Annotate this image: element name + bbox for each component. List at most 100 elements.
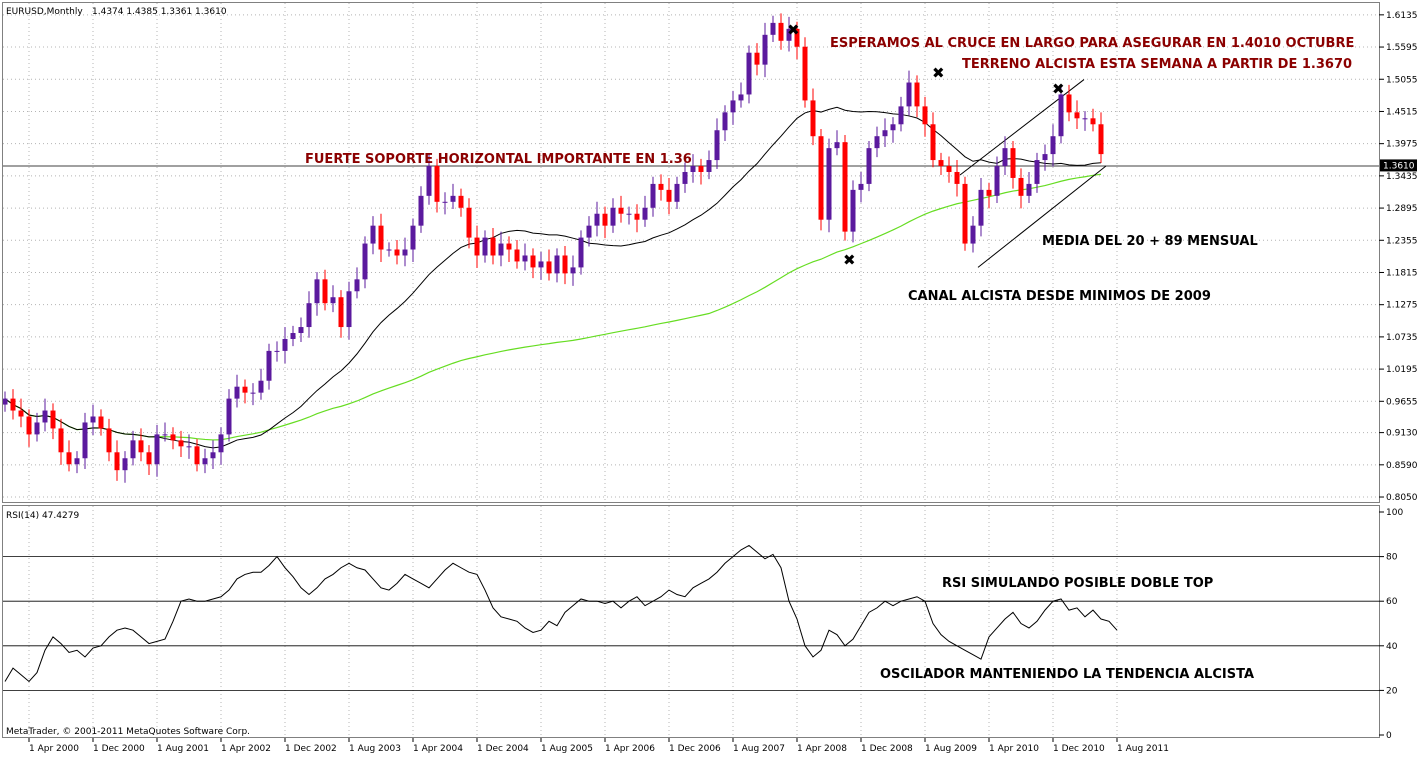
candle <box>322 269 328 311</box>
candle <box>170 427 176 450</box>
candle <box>762 22 768 78</box>
candle <box>898 96 904 132</box>
candle-body <box>314 279 320 304</box>
candle <box>138 428 144 462</box>
candle <box>298 317 304 342</box>
price-tick-label: 1.2895 <box>1386 204 1418 214</box>
candle-body <box>378 225 384 250</box>
candle-body <box>770 22 776 35</box>
candle <box>250 383 256 406</box>
candle <box>378 213 384 263</box>
candles <box>2 13 1104 483</box>
time-tick-label: 1 Aug 2007 <box>733 744 785 754</box>
rsi-tick-label: 60 <box>1386 597 1398 607</box>
candle-body <box>210 452 216 459</box>
candle <box>370 216 376 255</box>
candle <box>866 140 872 192</box>
current-price-tag <box>1380 159 1417 172</box>
candle-body <box>874 136 880 149</box>
time-tick-label: 1 Dec 2006 <box>669 744 721 754</box>
candle-body <box>122 458 128 471</box>
candle-body <box>1026 183 1032 196</box>
candle <box>994 156 1000 203</box>
candle <box>1066 84 1072 122</box>
candle-body <box>74 458 80 465</box>
candle <box>938 152 944 175</box>
candle <box>1058 87 1064 144</box>
price-tick-label: 1.2355 <box>1386 236 1418 246</box>
candle <box>954 160 960 197</box>
candle <box>626 206 632 225</box>
candle <box>922 96 928 137</box>
candle-body <box>410 225 416 250</box>
candle <box>842 135 848 241</box>
candle <box>642 195 648 227</box>
price-tick-label: 0.8050 <box>1386 493 1418 503</box>
candle <box>338 290 344 338</box>
candle-body <box>1098 124 1104 155</box>
candle <box>402 237 408 267</box>
candle <box>538 251 544 280</box>
candle-body <box>522 255 528 262</box>
candle <box>730 90 736 125</box>
rsi-tick-label: 0 <box>1386 731 1392 741</box>
candle <box>978 177 984 237</box>
annotation-canal: CANAL ALCISTA DESDE MINIMOS DE 2009 <box>908 289 1211 304</box>
candle <box>682 162 688 193</box>
candle-body <box>930 124 936 161</box>
candle-body <box>530 255 536 268</box>
candle-body <box>42 410 48 423</box>
candle-body <box>82 422 88 459</box>
time-tick-label: 1 Apr 2006 <box>605 744 655 754</box>
candle <box>426 154 432 205</box>
candle-body <box>850 189 856 232</box>
candle-body <box>418 195 424 226</box>
candle <box>330 285 336 313</box>
candle-body <box>218 434 224 453</box>
candle <box>146 445 152 475</box>
annotation-soporte: FUERTE SOPORTE HORIZONTAL IMPORTANTE EN … <box>305 152 692 167</box>
candle <box>738 82 744 108</box>
symbol-label: EURUSD,Monthly <box>6 7 83 17</box>
candle <box>114 440 120 481</box>
candle-body <box>10 398 16 411</box>
time-tick-label: 1 Aug 2001 <box>157 744 209 754</box>
candle-body <box>602 213 608 226</box>
candle-body <box>138 440 144 453</box>
candle <box>794 21 800 60</box>
candle-body <box>642 207 648 220</box>
candle-body <box>154 434 160 465</box>
candle <box>874 126 880 158</box>
candle <box>242 379 248 404</box>
candle-body <box>554 255 560 274</box>
candle-body <box>1066 94 1072 113</box>
candle-body <box>1058 94 1064 137</box>
candle <box>986 182 992 209</box>
candle-body <box>1010 148 1016 178</box>
price-tick-label: 1.4515 <box>1386 107 1418 117</box>
candle <box>1074 100 1080 130</box>
candle <box>58 418 64 465</box>
candle <box>466 198 472 249</box>
candle-body <box>938 160 944 167</box>
annotation-cruce: ESPERAMOS AL CRUCE EN LARGO PARA ASEGURA… <box>830 36 1354 51</box>
candle-body <box>450 195 456 202</box>
candle-body <box>386 249 392 251</box>
time-tick-label: 1 Apr 2000 <box>29 744 79 754</box>
time-tick-label: 1 Apr 2002 <box>221 744 271 754</box>
candle-body <box>546 261 552 274</box>
candle <box>698 158 704 185</box>
candle-body <box>794 28 800 47</box>
candle <box>650 176 656 217</box>
candle-body <box>1042 154 1048 161</box>
candle <box>706 150 712 180</box>
price-tick-label: 1.3435 <box>1386 172 1418 182</box>
candle <box>786 16 792 52</box>
candle-body <box>490 237 496 256</box>
candle-body <box>818 136 824 220</box>
time-tick-label: 1 Aug 2005 <box>541 744 593 754</box>
candle-body <box>26 416 32 435</box>
candle <box>530 248 536 279</box>
candle-body <box>1082 118 1088 120</box>
candle <box>394 239 400 265</box>
